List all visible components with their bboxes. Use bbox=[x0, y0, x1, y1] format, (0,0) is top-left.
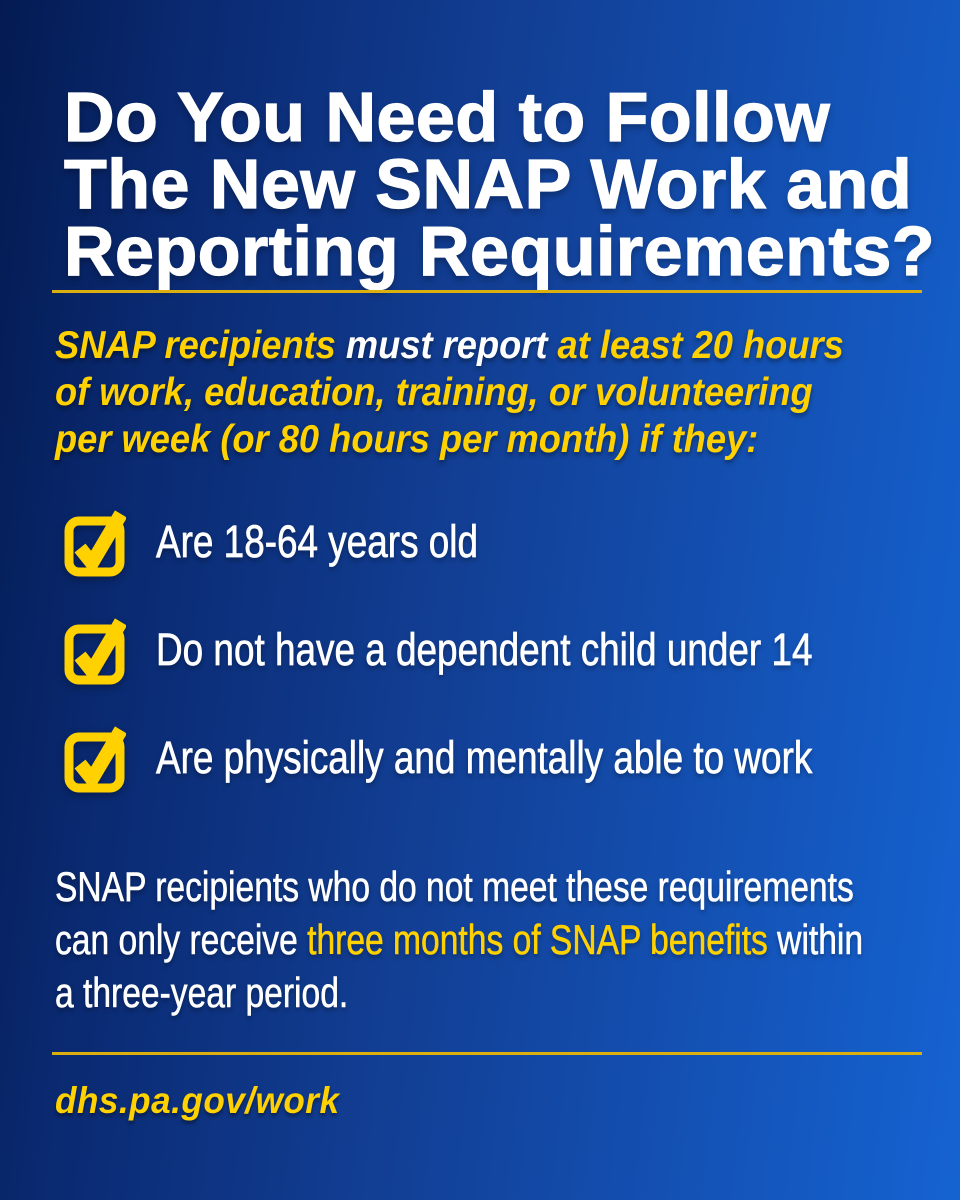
note-white-segment: within bbox=[767, 916, 864, 964]
subtitle-white-segment: must report bbox=[345, 324, 558, 367]
subtitle-line-3: per week (or 80 hours per month) if they… bbox=[55, 418, 759, 461]
page-title: Do You Need to Follow The New SNAP Work … bbox=[63, 78, 936, 290]
checkbox-checked-icon bbox=[64, 726, 126, 793]
website-url: dhs.pa.gov/work bbox=[55, 1080, 340, 1121]
note-line-2: can only receive three months of SNAP be… bbox=[55, 913, 864, 966]
list-item: Are 18-64 years old bbox=[64, 506, 924, 578]
note-white-segment: can only receive bbox=[55, 916, 308, 964]
list-item-label: Do not have a dependent child under 14 bbox=[156, 624, 813, 676]
list-item: Are physically and mentally able to work bbox=[64, 722, 924, 794]
subtitle-highlight: SNAP recipients bbox=[55, 324, 346, 367]
list-item-label: Are physically and mentally able to work bbox=[156, 732, 813, 784]
penalty-note: SNAP recipients who do not meet these re… bbox=[55, 860, 945, 1019]
subtitle-line-1: SNAP recipients must report at least 20 … bbox=[55, 322, 883, 369]
note-highlight: three months of SNAP benefits bbox=[307, 916, 768, 964]
note-line-3: a three-year period. bbox=[55, 969, 349, 1017]
subtitle-highlight: at least 20 hours bbox=[557, 324, 844, 367]
checkbox-checked-icon bbox=[64, 618, 126, 685]
title-line-3: Reporting Requirements? bbox=[63, 212, 936, 290]
requirements-checklist: Are 18-64 years old Do not have a depend… bbox=[64, 506, 924, 830]
subtitle-line-2: of work, education, training, or volunte… bbox=[55, 371, 813, 414]
note-line-1: SNAP recipients who do not meet these re… bbox=[55, 863, 854, 911]
title-line-2: The New SNAP Work and bbox=[63, 145, 913, 223]
checkbox-checked-icon bbox=[64, 510, 126, 577]
title-line-1: Do You Need to Follow bbox=[63, 78, 831, 156]
list-item-label: Are 18-64 years old bbox=[156, 516, 479, 568]
bottom-divider bbox=[52, 1052, 922, 1055]
top-divider bbox=[52, 290, 922, 293]
list-item: Do not have a dependent child under 14 bbox=[64, 614, 924, 686]
subtitle: SNAP recipients must report at least 20 … bbox=[55, 322, 945, 463]
